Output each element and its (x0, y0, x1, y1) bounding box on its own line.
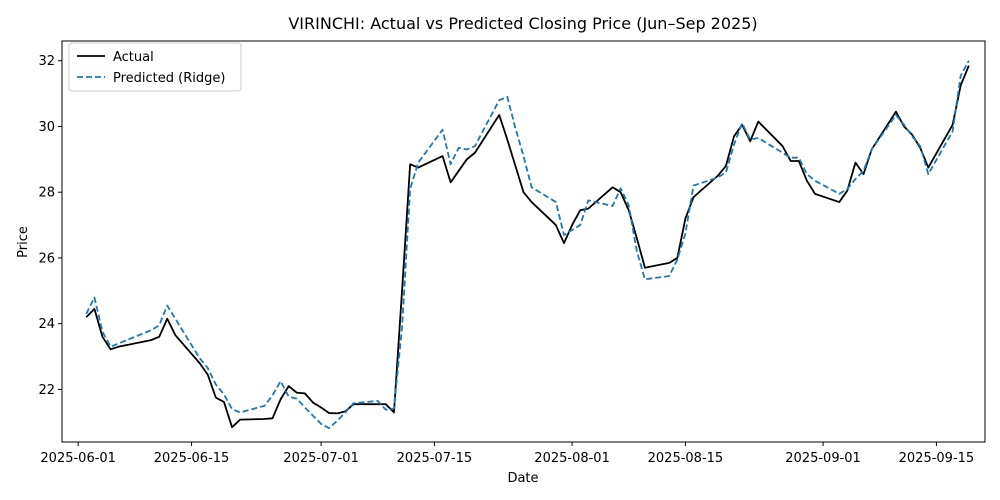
series-line-predicted (85, 60, 970, 430)
y-tick-label: 22 (38, 383, 55, 398)
x-tick-label: 2025-06-01 (40, 451, 116, 466)
x-tick-label: 2025-09-15 (899, 451, 975, 466)
series-layer (85, 60, 970, 430)
y-axis-label: Price (16, 226, 31, 258)
legend-label-actual: Actual (113, 50, 154, 65)
y-tick-label: 30 (38, 120, 55, 135)
plot-area: 22 24 26 28 30 32 2025-06-01 2025-06-15 2025-07… (38, 40, 986, 466)
x-tick-label: 2025-07-01 (283, 451, 359, 466)
y-tick-label: 24 (38, 317, 55, 332)
x-tick-label: 2025-08-15 (648, 451, 724, 466)
chart-title: VIRINCHI: Actual vs Predicted Closing Pr… (288, 14, 757, 33)
legend-frame (68, 42, 242, 92)
legend-label-predicted: Predicted (Ridge) (113, 71, 225, 86)
legend: Actual Predicted (Ridge) (68, 42, 242, 92)
x-tick-label: 2025-07-15 (397, 451, 473, 466)
y-tick-label: 32 (38, 54, 55, 69)
x-axis-label: Date (507, 471, 538, 486)
y-tick-label: 28 (38, 186, 55, 201)
y-tick-label: 26 (38, 251, 55, 266)
plot-frame (61, 40, 986, 443)
x-tick-label: 2025-06-15 (154, 451, 230, 466)
y-axis: 22 24 26 28 30 32 (38, 54, 62, 398)
series-line-actual (85, 65, 970, 429)
x-tick-label: 2025-08-01 (534, 451, 610, 466)
x-axis: 2025-06-01 2025-06-15 2025-07-01 2025-07-15… (40, 442, 974, 466)
x-tick-label: 2025-09-01 (785, 451, 861, 466)
